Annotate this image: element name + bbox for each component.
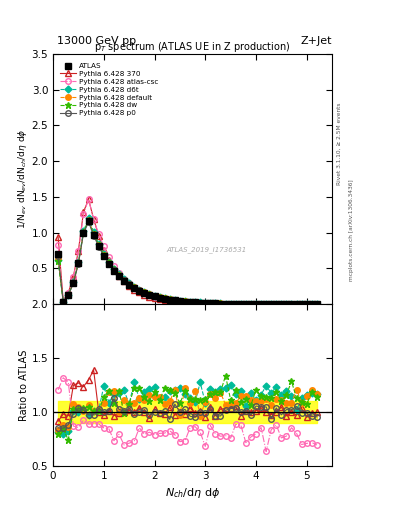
Y-axis label: 1/N$_{ev}$ dN$_{ev}$/dN$_{ch}$/d$\eta$ d$\phi$: 1/N$_{ev}$ dN$_{ev}$/dN$_{ch}$/d$\eta$ d… — [16, 129, 29, 229]
Text: Z+Jet: Z+Jet — [301, 36, 332, 46]
Text: Rivet 3.1.10, ≥ 2.5M events: Rivet 3.1.10, ≥ 2.5M events — [336, 102, 341, 185]
X-axis label: $N_{ch}$/d$\eta$ d$\phi$: $N_{ch}$/d$\eta$ d$\phi$ — [165, 486, 220, 500]
Legend: ATLAS, Pythia 6.428 370, Pythia 6.428 atlas-csc, Pythia 6.428 d6t, Pythia 6.428 : ATLAS, Pythia 6.428 370, Pythia 6.428 at… — [59, 62, 159, 117]
Text: 13000 GeV pp: 13000 GeV pp — [57, 36, 136, 46]
Title: p$_T$ spectrum (ATLAS UE in Z production): p$_T$ spectrum (ATLAS UE in Z production… — [94, 39, 291, 54]
Y-axis label: Ratio to ATLAS: Ratio to ATLAS — [19, 349, 29, 421]
Text: mcplots.cern.ch [arXiv:1306.3436]: mcplots.cern.ch [arXiv:1306.3436] — [349, 180, 354, 281]
Text: ATLAS_2019_I1736531: ATLAS_2019_I1736531 — [166, 246, 247, 252]
